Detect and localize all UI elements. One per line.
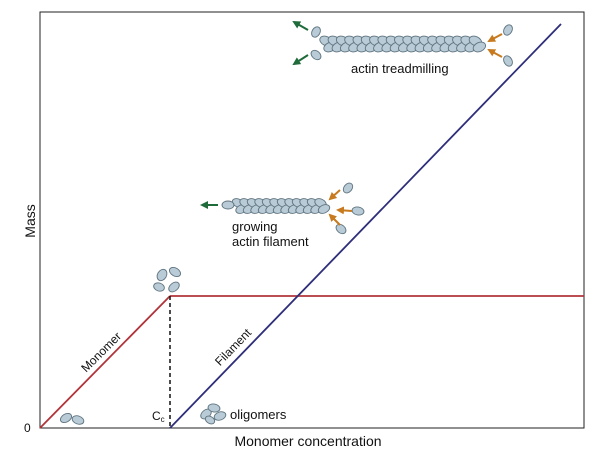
on-arrow-treadmill-2 [487, 49, 503, 58]
monomer-subunit [156, 268, 168, 282]
monomer-subunit [59, 412, 73, 424]
growing-filament-label-line1: growing [232, 219, 278, 234]
oligomers-label: oligomers [230, 407, 287, 422]
incoming-subunit [503, 55, 513, 67]
filament-line [169, 23, 562, 429]
incoming-subunit [342, 182, 354, 194]
growing-filament-label-line2: actin filament [232, 234, 309, 249]
dissociating-subunit [221, 200, 235, 210]
monomer-subunit [153, 282, 165, 292]
incoming-subunit [503, 24, 513, 36]
treadmilling-arrows [292, 21, 503, 66]
dissociating-subunit [310, 49, 322, 61]
monomer-subunit [71, 415, 85, 425]
on-arrow-treadmill-1 [487, 33, 503, 42]
monomer-line-label: Monomer [78, 329, 124, 375]
oligomer-subunit [207, 403, 221, 413]
monomer-subunit [168, 266, 182, 278]
incoming-subunit [351, 206, 365, 216]
filament-subunit [472, 41, 487, 53]
dissociating-subunit [311, 26, 321, 38]
on-arrow-growing-2 [336, 206, 353, 215]
critical-concentration-label: Cc [152, 409, 165, 424]
monomer-line [39, 295, 171, 429]
treadmilling-label: actin treadmilling [351, 61, 449, 76]
origin-label: 0 [24, 421, 31, 435]
on-arrow-growing-1 [328, 189, 341, 201]
plot-frame [39, 11, 585, 429]
incoming-subunit [335, 223, 347, 235]
growing-filament-arrows [200, 189, 353, 226]
oligomer-subunit [204, 415, 216, 425]
actin-subunit-illustrations [59, 24, 513, 425]
monomer-subunit [168, 281, 180, 293]
x-axis-label: Monomer concentration [234, 433, 381, 449]
oligomer-subunit [213, 411, 227, 421]
on-arrow-growing-3 [328, 213, 341, 226]
filament-subunit [317, 204, 331, 214]
off-arrow-treadmill-1 [292, 21, 309, 31]
off-arrow-treadmill-2 [292, 54, 309, 66]
y-axis-label: Mass [22, 204, 38, 237]
